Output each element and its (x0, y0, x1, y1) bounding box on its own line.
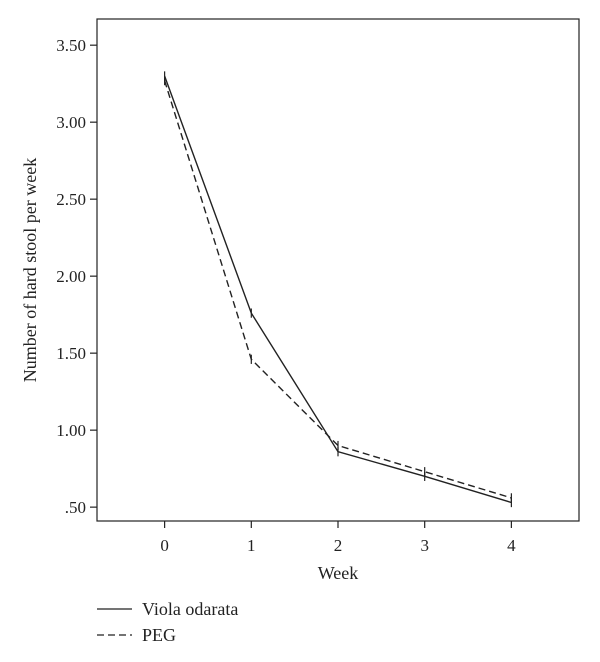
legend-label-viola-odarata: Viola odarata (142, 599, 238, 619)
series-line-peg (163, 80, 512, 499)
y-tick-label: 2.00 (56, 267, 86, 286)
x-tick-label: 2 (334, 536, 343, 555)
y-tick-label: 3.00 (56, 113, 86, 132)
y-axis-title: Number of hard stool per week (20, 158, 40, 382)
x-axis-title: Week (318, 563, 359, 583)
y-tick-label: 1.50 (56, 344, 86, 363)
x-tick-label: 3 (420, 536, 429, 555)
legend-item-peg: PEG (97, 625, 176, 645)
legend: Viola odarata PEG (97, 599, 238, 645)
legend-label-peg: PEG (142, 625, 176, 645)
y-tick-label: 2.50 (56, 190, 86, 209)
x-tick-label: 0 (160, 536, 169, 555)
x-tick-label: 4 (507, 536, 516, 555)
series-peg (163, 75, 512, 503)
legend-item-viola-odarata: Viola odarata (97, 599, 238, 619)
series-layer (163, 71, 512, 508)
y-tick-label: 3.50 (56, 36, 86, 55)
y-tick-label: 1.00 (56, 421, 86, 440)
y-tick-label: .50 (65, 498, 86, 517)
x-axis: 0 1 2 3 4 (160, 521, 516, 555)
y-axis: .50 1.00 1.50 2.00 2.50 3.00 3.50 (56, 36, 97, 517)
x-tick-label: 1 (247, 536, 256, 555)
series-line-viola-odarata (163, 75, 512, 504)
